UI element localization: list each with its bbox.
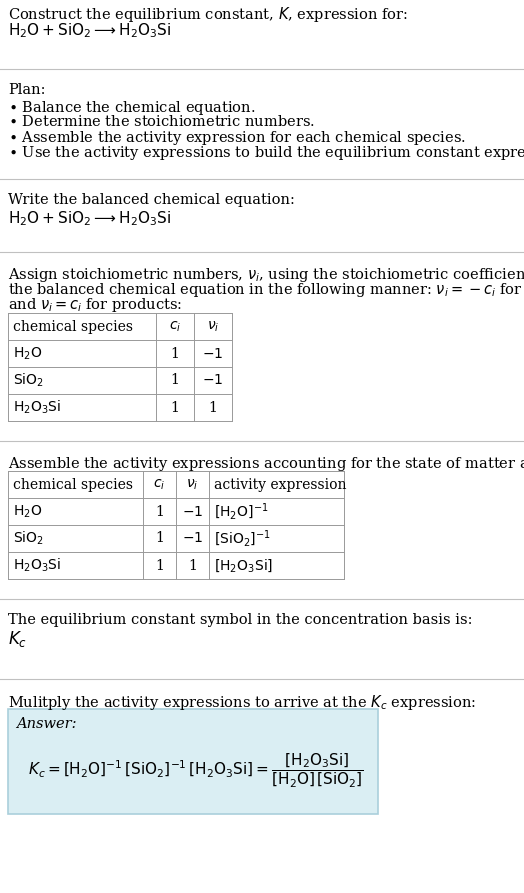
Text: $K_c = [\mathrm{H_2O}]^{-1}\,[\mathrm{SiO_2}]^{-1}\,[\mathrm{H_2O_3Si}] = \dfrac: $K_c = [\mathrm{H_2O}]^{-1}\,[\mathrm{Si… bbox=[28, 752, 364, 790]
Text: chemical species: chemical species bbox=[13, 478, 133, 491]
Text: $-1$: $-1$ bbox=[182, 505, 203, 519]
Text: $K_c$: $K_c$ bbox=[8, 629, 27, 649]
Text: 1: 1 bbox=[209, 400, 217, 414]
Text: $c_i$: $c_i$ bbox=[169, 320, 181, 334]
Text: $[\mathrm{H_2O}]^{-1}$: $[\mathrm{H_2O}]^{-1}$ bbox=[214, 501, 268, 522]
Text: 1: 1 bbox=[171, 373, 179, 388]
Text: $\mathrm{H_2O}$: $\mathrm{H_2O}$ bbox=[13, 504, 42, 520]
Text: $\mathrm{H_2O_3Si}$: $\mathrm{H_2O_3Si}$ bbox=[13, 557, 61, 574]
Text: $\mathrm{H_2O + SiO_2 \longrightarrow H_2O_3Si}$: $\mathrm{H_2O + SiO_2 \longrightarrow H_… bbox=[8, 21, 171, 39]
Text: The equilibrium constant symbol in the concentration basis is:: The equilibrium constant symbol in the c… bbox=[8, 613, 473, 627]
Text: Plan:: Plan: bbox=[8, 83, 46, 97]
Text: $\nu_i$: $\nu_i$ bbox=[187, 477, 199, 492]
Text: 1: 1 bbox=[171, 346, 179, 361]
Text: $-1$: $-1$ bbox=[202, 346, 224, 361]
Text: $\bullet$ Use the activity expressions to build the equilibrium constant express: $\bullet$ Use the activity expressions t… bbox=[8, 144, 524, 162]
Text: $-1$: $-1$ bbox=[202, 373, 224, 388]
Text: $\mathrm{SiO_2}$: $\mathrm{SiO_2}$ bbox=[13, 530, 44, 547]
Text: $c_i$: $c_i$ bbox=[154, 477, 166, 492]
Text: Write the balanced chemical equation:: Write the balanced chemical equation: bbox=[8, 193, 295, 207]
Text: activity expression: activity expression bbox=[214, 478, 346, 491]
Text: $[\mathrm{H_2O_3Si}]$: $[\mathrm{H_2O_3Si}]$ bbox=[214, 557, 273, 574]
Text: $\bullet$ Assemble the activity expression for each chemical species.: $\bullet$ Assemble the activity expressi… bbox=[8, 129, 466, 147]
Text: $\mathrm{SiO_2}$: $\mathrm{SiO_2}$ bbox=[13, 371, 44, 389]
Text: Construct the equilibrium constant, $K$, expression for:: Construct the equilibrium constant, $K$,… bbox=[8, 5, 408, 24]
Text: 1: 1 bbox=[155, 531, 164, 546]
Text: $\bullet$ Balance the chemical equation.: $\bullet$ Balance the chemical equation. bbox=[8, 99, 255, 117]
Text: $\bullet$ Determine the stoichiometric numbers.: $\bullet$ Determine the stoichiometric n… bbox=[8, 114, 315, 129]
Text: $\mathrm{H_2O + SiO_2 \longrightarrow H_2O_3Si}$: $\mathrm{H_2O + SiO_2 \longrightarrow H_… bbox=[8, 209, 171, 228]
Text: $\nu_i$: $\nu_i$ bbox=[207, 320, 219, 334]
Text: the balanced chemical equation in the following manner: $\nu_i = -c_i$ for react: the balanced chemical equation in the fo… bbox=[8, 281, 524, 299]
Text: 1: 1 bbox=[171, 400, 179, 414]
Text: Assign stoichiometric numbers, $\nu_i$, using the stoichiometric coefficients, $: Assign stoichiometric numbers, $\nu_i$, … bbox=[8, 266, 524, 284]
Text: 1: 1 bbox=[155, 558, 164, 572]
Text: 1: 1 bbox=[188, 558, 197, 572]
Text: 1: 1 bbox=[155, 505, 164, 519]
Text: $-1$: $-1$ bbox=[182, 531, 203, 546]
Text: and $\nu_i = c_i$ for products:: and $\nu_i = c_i$ for products: bbox=[8, 296, 182, 314]
Text: $\mathrm{H_2O_3Si}$: $\mathrm{H_2O_3Si}$ bbox=[13, 399, 61, 416]
Text: Mulitply the activity expressions to arrive at the $K_c$ expression:: Mulitply the activity expressions to arr… bbox=[8, 693, 476, 712]
FancyBboxPatch shape bbox=[8, 709, 378, 814]
Text: chemical species: chemical species bbox=[13, 320, 133, 333]
Text: $[\mathrm{SiO_2}]^{-1}$: $[\mathrm{SiO_2}]^{-1}$ bbox=[214, 529, 271, 548]
Text: Assemble the activity expressions accounting for the state of matter and $\nu_i$: Assemble the activity expressions accoun… bbox=[8, 455, 524, 473]
Text: $\mathrm{H_2O}$: $\mathrm{H_2O}$ bbox=[13, 346, 42, 362]
Text: Answer:: Answer: bbox=[16, 717, 77, 731]
